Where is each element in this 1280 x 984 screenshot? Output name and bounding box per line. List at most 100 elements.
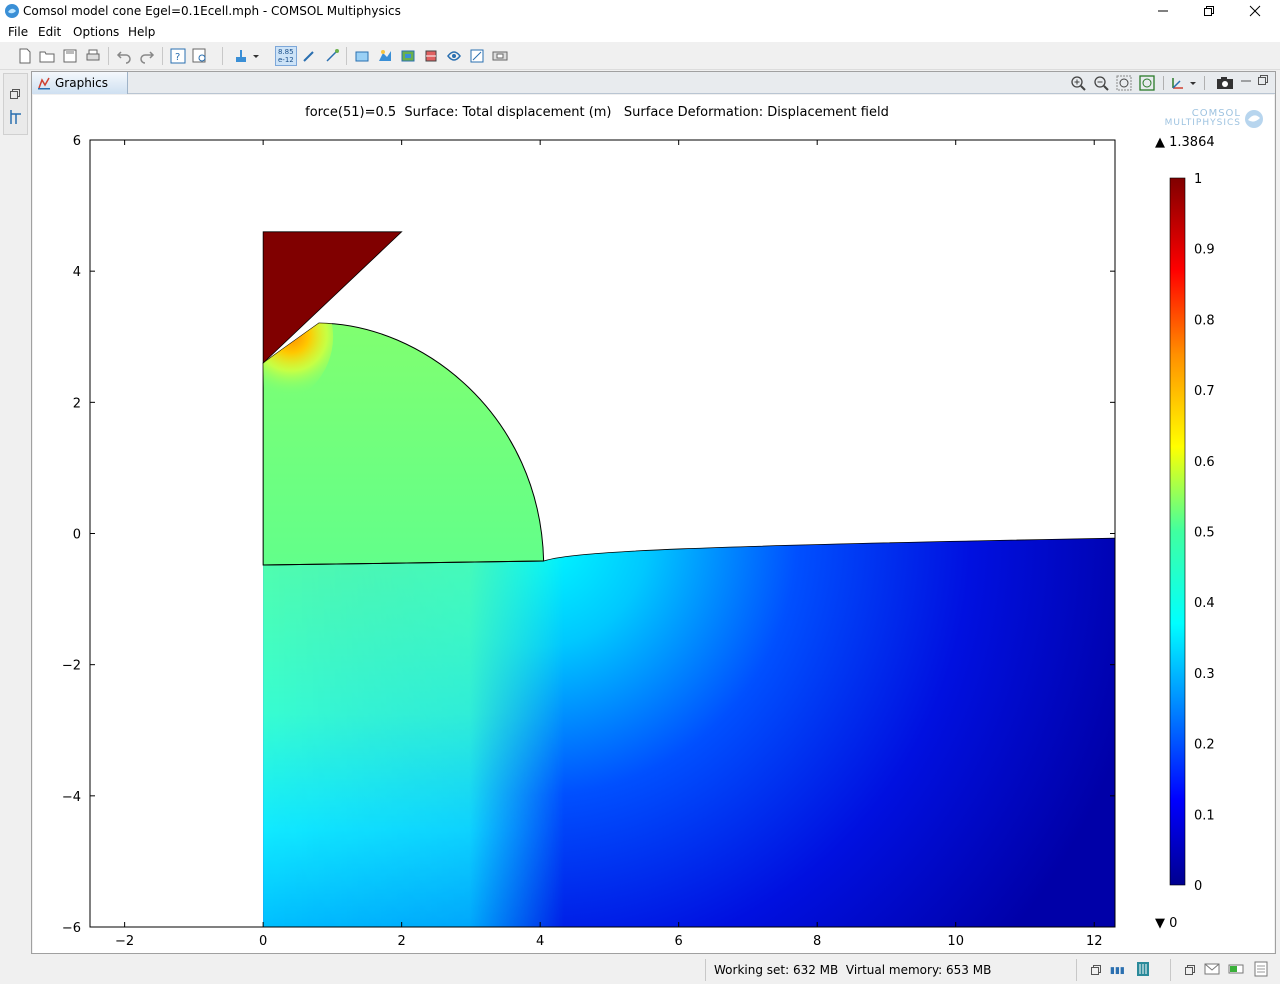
x-tick-label: 8 xyxy=(813,934,821,949)
title-bar: Comsol model cone Egel=0.1Ecell.mph - CO… xyxy=(0,0,1280,22)
param-line-2: e-12 xyxy=(278,56,294,64)
menu-bar: File Edit Options Help xyxy=(0,22,1280,42)
param-line-1: 8.85 xyxy=(278,48,294,56)
x-tick-label: 12 xyxy=(1086,934,1103,949)
print-icon[interactable] xyxy=(85,48,101,64)
graphics-tab-icon xyxy=(38,77,50,90)
study-icon[interactable] xyxy=(377,48,393,64)
zoom-box-icon[interactable] xyxy=(1116,75,1132,91)
main-toolbar: ? 8.85 e-12 xyxy=(0,42,1280,70)
dropdown-icon[interactable] xyxy=(251,48,261,64)
maximize-view-icon[interactable] xyxy=(1257,74,1269,86)
y-tick-label: 4 xyxy=(73,265,81,280)
geometry-tools-icon[interactable] xyxy=(324,48,340,64)
mesh-icon[interactable] xyxy=(354,48,370,64)
side-panel-strip xyxy=(3,73,28,135)
progress-bar-icon[interactable] xyxy=(1228,964,1244,974)
colorbar-tick-label: 0.6 xyxy=(1194,455,1215,470)
restore-button[interactable] xyxy=(1186,0,1232,22)
y-tick-label: 6 xyxy=(73,134,81,149)
help-icon[interactable]: ? xyxy=(170,48,186,64)
log-file-icon[interactable] xyxy=(1254,961,1268,977)
log-icon[interactable] xyxy=(1136,961,1150,977)
colorbar-tick-label: 0.5 xyxy=(1194,526,1215,541)
toolbar-separator xyxy=(162,47,163,65)
x-tick-label: 4 xyxy=(536,934,544,949)
y-tick-label: −4 xyxy=(62,790,81,805)
minimize-button[interactable] xyxy=(1140,0,1186,22)
menu-file[interactable]: File xyxy=(8,25,29,39)
zoom-extents-icon[interactable] xyxy=(1139,75,1155,91)
tab-graphics-label: Graphics xyxy=(55,76,108,90)
y-tick-label: 0 xyxy=(73,528,81,543)
camera-icon[interactable] xyxy=(1216,75,1234,91)
layout-icon[interactable] xyxy=(492,48,508,64)
plot-content xyxy=(262,231,1116,927)
dynamic-help-icon[interactable] xyxy=(192,48,208,64)
colorbar-tick-label: 0.7 xyxy=(1194,384,1215,399)
export-icon[interactable] xyxy=(469,48,485,64)
graphics-tab-strip: Graphics xyxy=(32,72,1275,94)
interface-line xyxy=(263,560,544,566)
parameter-display-button[interactable]: 8.85 e-12 xyxy=(275,46,297,66)
axes-layer: −2 0 2 4 6 8 10 12 6 4 2 0 −2 −4 −6 xyxy=(62,134,1116,949)
colorbar: 1 0.9 0.8 0.7 0.6 0.5 0.4 0.3 0.2 0.1 0 ▲ 1.3864 ▼ 0 xyxy=(1155,135,1215,931)
undo-icon[interactable] xyxy=(116,48,132,64)
save-icon[interactable] xyxy=(62,48,78,64)
window-title: Comsol model cone Egel=0.1Ecell.mph - CO… xyxy=(23,4,401,18)
plot-title: force(51)=0.5 Surface: Total displacemen… xyxy=(33,105,1161,120)
progress-icon[interactable]: ▮▮▮ xyxy=(1110,962,1126,976)
variable-utilities-icon[interactable] xyxy=(301,48,317,64)
zoom-out-icon[interactable] xyxy=(1093,75,1109,91)
colorbar-tick-label: 0.1 xyxy=(1194,808,1215,823)
status-separator xyxy=(1170,959,1171,981)
chevron-down-icon[interactable] xyxy=(1188,75,1198,91)
open-icon[interactable] xyxy=(39,48,55,64)
results-icon[interactable] xyxy=(400,48,416,64)
x-tick-label: 2 xyxy=(398,934,406,949)
colorbar-tick-label: 0.9 xyxy=(1194,243,1215,258)
table-icon[interactable] xyxy=(446,48,462,64)
x-tick-label: 10 xyxy=(947,934,964,949)
x-tick-label: 6 xyxy=(675,934,683,949)
menu-edit[interactable]: Edit xyxy=(38,25,62,39)
minimize-view-icon[interactable] xyxy=(1240,74,1252,86)
minimize-icon xyxy=(1158,10,1168,12)
colorbar-tick-label: 0.4 xyxy=(1194,596,1215,611)
plot-area: −2 0 2 4 6 8 10 12 6 4 2 0 −2 −4 −6 1 0.9 0.8 0.7 0.6 0.5 0.… xyxy=(62,134,1215,949)
menu-options[interactable]: Options xyxy=(73,25,120,39)
graphics-canvas[interactable]: force(51)=0.5 Surface: Total displacemen… xyxy=(33,95,1274,953)
model-builder-icon[interactable] xyxy=(7,108,25,126)
memory-status-text: Working set: 632 MB Virtual memory: 653 … xyxy=(714,963,992,977)
toolbar-separator xyxy=(108,47,109,65)
colorbar-gradient xyxy=(1169,177,1186,886)
svg-text:▮▮▮: ▮▮▮ xyxy=(1110,966,1125,976)
zoom-in-icon[interactable] xyxy=(1070,75,1086,91)
restore-panel-icon[interactable] xyxy=(9,88,21,100)
substrate-left-field xyxy=(263,538,1115,927)
menu-help[interactable]: Help xyxy=(128,25,156,39)
axes-orientation-icon[interactable] xyxy=(1170,75,1186,91)
tab-graphics[interactable]: Graphics xyxy=(32,72,128,94)
toolbar-separator xyxy=(222,47,223,65)
status-separator xyxy=(1076,959,1077,981)
toolbar-separator xyxy=(346,47,347,65)
messages-icon[interactable] xyxy=(1204,963,1220,975)
restore-messages-icon[interactable] xyxy=(1184,964,1196,976)
y-tick-label: −2 xyxy=(62,659,81,674)
colorbar-tick-label: 0.2 xyxy=(1194,738,1215,753)
close-button[interactable] xyxy=(1232,0,1278,22)
stress-hotspot xyxy=(263,323,334,407)
new-icon[interactable] xyxy=(17,48,33,64)
status-bar: Working set: 632 MB Virtual memory: 653 … xyxy=(0,956,1280,984)
colorbar-min-label: ▼ 0 xyxy=(1155,916,1177,931)
y-tick-label: −6 xyxy=(62,921,81,936)
restore-progress-icon[interactable] xyxy=(1090,964,1102,976)
logo-text-2: MULTIPHYSICS xyxy=(1164,118,1241,128)
3d-plot-icon[interactable] xyxy=(423,48,439,64)
x-tick-label: 0 xyxy=(259,934,267,949)
build-all-icon[interactable] xyxy=(233,48,249,64)
comsol-app-icon xyxy=(5,4,19,18)
redo-icon[interactable] xyxy=(139,48,155,64)
colorbar-tick-label: 0 xyxy=(1194,879,1202,894)
